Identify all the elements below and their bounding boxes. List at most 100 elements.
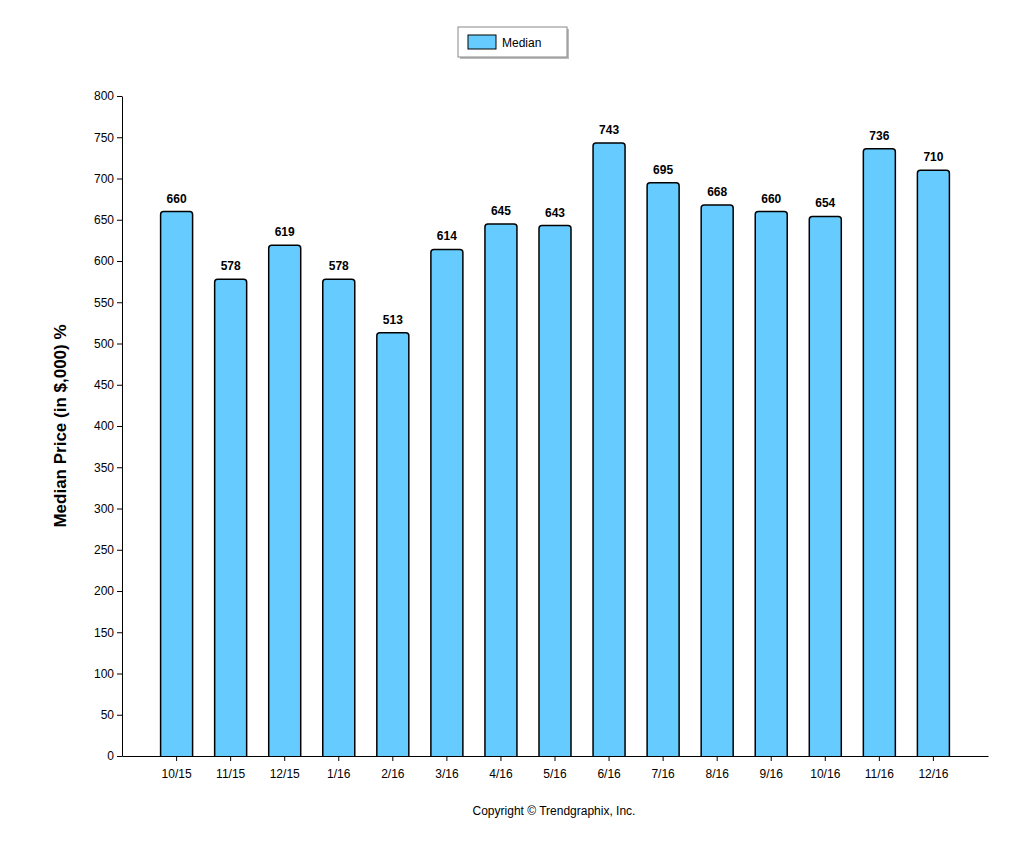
- x-tick-label: 2/16: [381, 767, 405, 781]
- y-tick: 650: [94, 213, 122, 227]
- bars: [161, 143, 950, 756]
- y-tick-label: 750: [94, 131, 114, 145]
- data-label: 578: [329, 259, 349, 273]
- x-tick-mark: [879, 756, 880, 761]
- bar: [755, 212, 787, 757]
- x-tick-label: 12/16: [918, 767, 948, 781]
- y-tick-label: 400: [94, 419, 114, 433]
- x-tick-mark: [717, 756, 718, 761]
- bar: [701, 205, 733, 756]
- bar: [917, 170, 949, 756]
- x-tick-label: 1/16: [327, 767, 351, 781]
- data-label: 578: [221, 259, 241, 273]
- x-tick-mark: [933, 756, 934, 761]
- x-tick: 5/16: [543, 756, 567, 781]
- x-tick-mark: [338, 756, 339, 761]
- x-tick-label: 11/16: [865, 767, 894, 781]
- y-axis-title: Median Price (in $,000) %: [51, 324, 70, 527]
- x-tick: 4/16: [489, 756, 513, 781]
- y-tick-label: 800: [94, 89, 114, 103]
- y-tick-label: 550: [94, 296, 114, 310]
- y-tick-mark: [117, 344, 122, 345]
- bar: [269, 245, 301, 756]
- y-axis-line: [122, 97, 123, 757]
- data-label: 643: [545, 206, 565, 220]
- y-tick-mark: [117, 426, 122, 427]
- x-tick-label: 4/16: [489, 767, 513, 781]
- y-tick-label: 0: [107, 749, 114, 763]
- data-labels: 6605786195785136146456437436956686606547…: [167, 123, 944, 327]
- x-tick-label: 3/16: [435, 767, 459, 781]
- x-tick: 11/15: [216, 756, 245, 781]
- data-label: 513: [383, 313, 403, 327]
- x-tick-mark: [609, 756, 610, 761]
- y-tick-mark: [117, 509, 122, 510]
- x-tick: 8/16: [705, 756, 729, 781]
- x-tick-label: 6/16: [597, 767, 621, 781]
- y-tick-label: 700: [94, 172, 114, 186]
- y-tick-mark: [117, 715, 122, 716]
- x-tick-mark: [663, 756, 664, 761]
- x-tick: 3/16: [435, 756, 459, 781]
- x-tick-mark: [446, 756, 447, 761]
- bar: [377, 333, 409, 756]
- y-tick: 300: [94, 502, 122, 516]
- y-tick-label: 100: [94, 667, 114, 681]
- data-label: 660: [167, 192, 187, 206]
- bar: [863, 149, 895, 756]
- y-tick-mark: [117, 591, 122, 592]
- x-tick-label: 8/16: [705, 767, 729, 781]
- bar: [593, 143, 625, 756]
- x-tick-label: 5/16: [543, 767, 567, 781]
- y-tick: 150: [94, 626, 122, 640]
- x-tick-mark: [825, 756, 826, 761]
- x-tick: 12/15: [270, 756, 300, 781]
- y-tick-label: 650: [94, 213, 114, 227]
- y-tick-mark: [117, 756, 122, 757]
- x-tick: 10/15: [162, 756, 192, 781]
- x-tick-mark: [555, 756, 556, 761]
- x-tick: 9/16: [760, 756, 784, 781]
- y-tick-label: 50: [101, 708, 115, 722]
- y-tick: 350: [94, 461, 122, 475]
- bar: [539, 226, 571, 756]
- x-tick-mark: [176, 756, 177, 761]
- y-tick-label: 450: [94, 378, 114, 392]
- y-tick-label: 250: [94, 543, 114, 557]
- x-tick-mark: [392, 756, 393, 761]
- legend-box: [458, 27, 567, 57]
- data-label: 654: [815, 196, 835, 210]
- y-tick: 400: [94, 419, 122, 433]
- bar: [647, 183, 679, 756]
- bar: [215, 279, 247, 756]
- y-axis: 0501001502002503003504004505005506006507…: [94, 89, 123, 763]
- bar: [809, 216, 841, 756]
- y-tick: 100: [94, 667, 122, 681]
- x-tick-label: 12/15: [270, 767, 300, 781]
- x-tick-mark: [230, 756, 231, 761]
- y-tick-mark: [117, 467, 122, 468]
- y-tick: 600: [94, 254, 122, 268]
- bar: [323, 279, 355, 756]
- y-tick-label: 600: [94, 254, 114, 268]
- y-tick-mark: [117, 385, 122, 386]
- y-tick-mark: [117, 96, 122, 97]
- x-tick: 2/16: [381, 756, 405, 781]
- x-tick: 7/16: [651, 756, 675, 781]
- y-tick: 200: [94, 584, 122, 598]
- y-tick-mark: [117, 302, 122, 303]
- y-tick-mark: [117, 632, 122, 633]
- data-label: 619: [275, 225, 295, 239]
- x-tick-mark: [284, 756, 285, 761]
- x-tick: 12/16: [918, 756, 948, 781]
- bar: [485, 224, 517, 756]
- y-tick-mark: [117, 137, 122, 138]
- y-tick: 450: [94, 378, 122, 392]
- data-label: 743: [599, 123, 619, 137]
- x-tick-mark: [500, 756, 501, 761]
- y-tick: 750: [94, 131, 122, 145]
- data-label: 736: [869, 129, 889, 143]
- y-tick: 0: [107, 749, 122, 763]
- chart: 6605786195785136146456437436956686606547…: [0, 0, 1024, 853]
- data-label: 668: [707, 185, 727, 199]
